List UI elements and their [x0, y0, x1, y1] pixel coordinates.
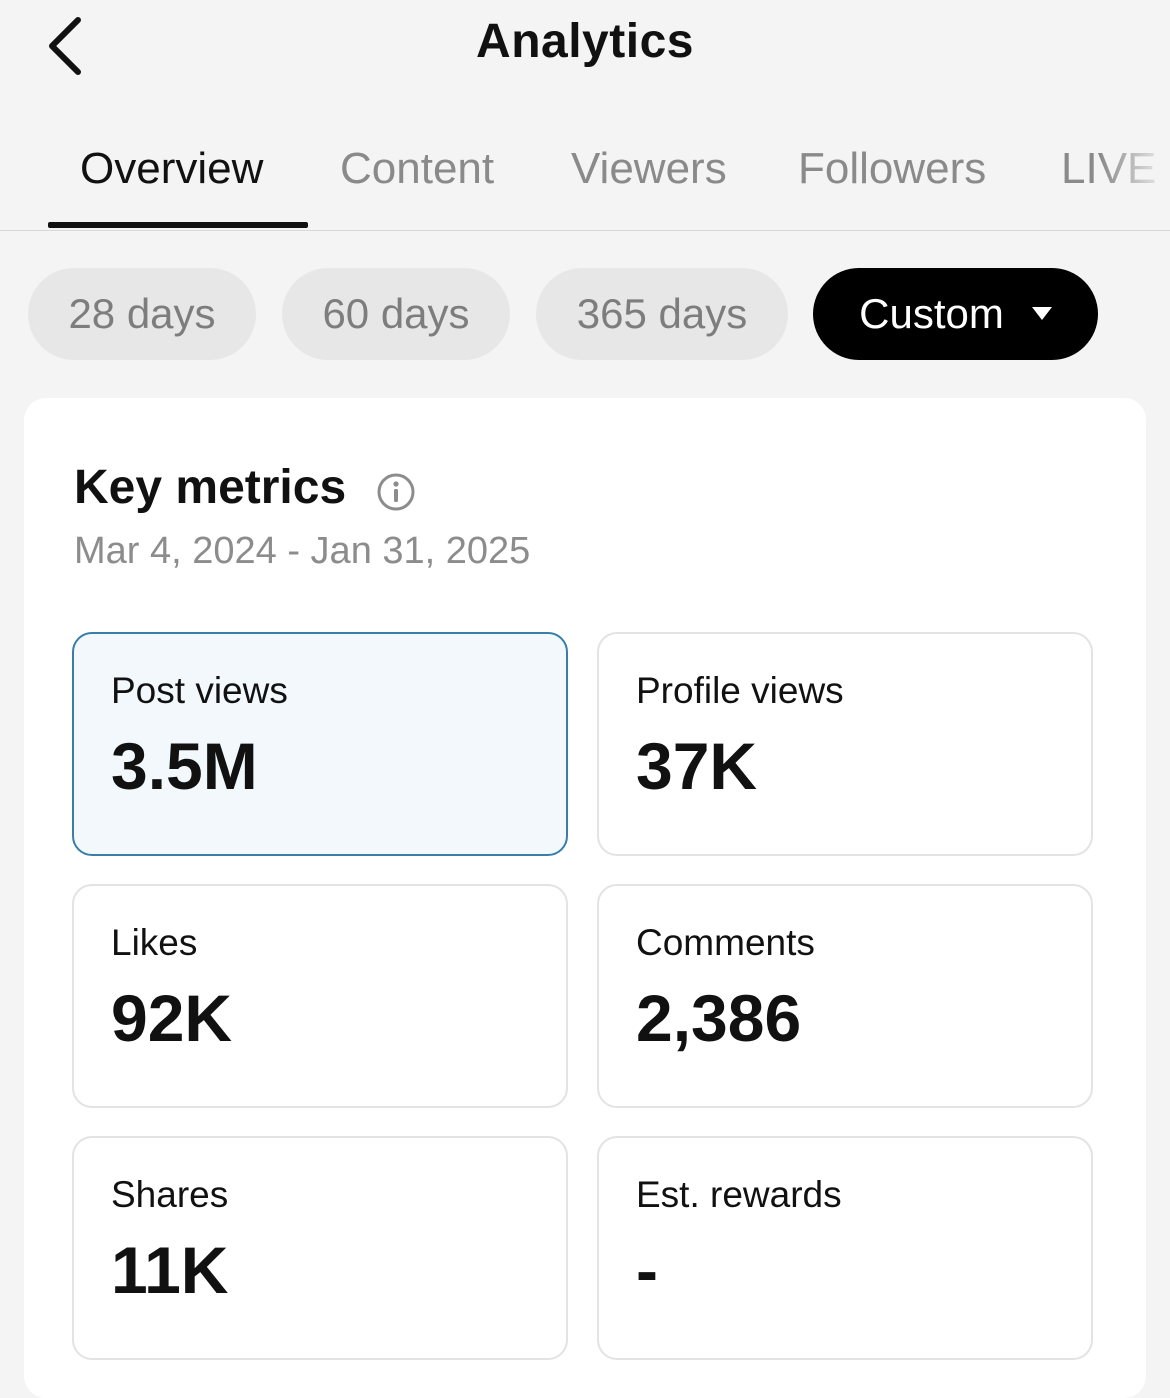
- metric-value: 37K: [636, 729, 758, 803]
- metric-card-profile-views[interactable]: Profile views 37K: [597, 632, 1093, 856]
- page-title: Analytics: [476, 15, 694, 68]
- metric-card-likes[interactable]: Likes 92K: [72, 884, 568, 1108]
- metric-value: 2,386: [636, 981, 802, 1055]
- key-metrics-card: Key metrics Mar 4, 2024 - Jan 31, 2025 P…: [24, 398, 1146, 1398]
- metric-label: Post views: [111, 670, 288, 711]
- metric-card-shares[interactable]: Shares 11K: [72, 1136, 568, 1360]
- date-range-label: Mar 4, 2024 - Jan 31, 2025: [74, 530, 531, 572]
- active-tab-indicator: [48, 222, 308, 228]
- key-metrics-title: Key metrics: [74, 461, 347, 514]
- filter-custom-label: Custom: [859, 290, 1004, 337]
- metric-label: Profile views: [636, 670, 844, 711]
- metric-label: Comments: [636, 922, 815, 963]
- metric-card-est-rewards[interactable]: Est. rewards -: [597, 1136, 1093, 1360]
- metric-value: 11K: [111, 1233, 229, 1307]
- metric-value: 3.5M: [111, 729, 258, 803]
- metric-label: Shares: [111, 1174, 229, 1215]
- metric-card-post-views[interactable]: Post views 3.5M: [72, 632, 568, 856]
- metric-label: Est. rewards: [636, 1174, 842, 1215]
- tab-overview[interactable]: Overview: [80, 144, 264, 193]
- back-button[interactable]: [40, 12, 100, 76]
- filter-60-days[interactable]: 60 days: [282, 268, 510, 360]
- tab-followers[interactable]: Followers: [798, 144, 987, 193]
- filter-custom[interactable]: Custom: [813, 268, 1098, 360]
- metric-value: 92K: [111, 981, 233, 1055]
- filter-365-days[interactable]: 365 days: [536, 268, 788, 360]
- filter-28-days[interactable]: 28 days: [28, 268, 256, 360]
- chevron-left-icon: [49, 17, 81, 75]
- tab-viewers[interactable]: Viewers: [571, 144, 727, 193]
- caret-down-icon: [1031, 307, 1052, 321]
- metric-label: Likes: [111, 922, 198, 963]
- metric-value: -: [636, 1233, 658, 1307]
- tab-bar: Overview Content Viewers Followers LIVE: [0, 130, 1170, 231]
- tab-live[interactable]: LIVE: [1061, 144, 1157, 193]
- info-icon[interactable]: [376, 472, 416, 512]
- tab-content[interactable]: Content: [340, 144, 495, 193]
- metric-card-comments[interactable]: Comments 2,386: [597, 884, 1093, 1108]
- app-header: Analytics: [0, 0, 1170, 95]
